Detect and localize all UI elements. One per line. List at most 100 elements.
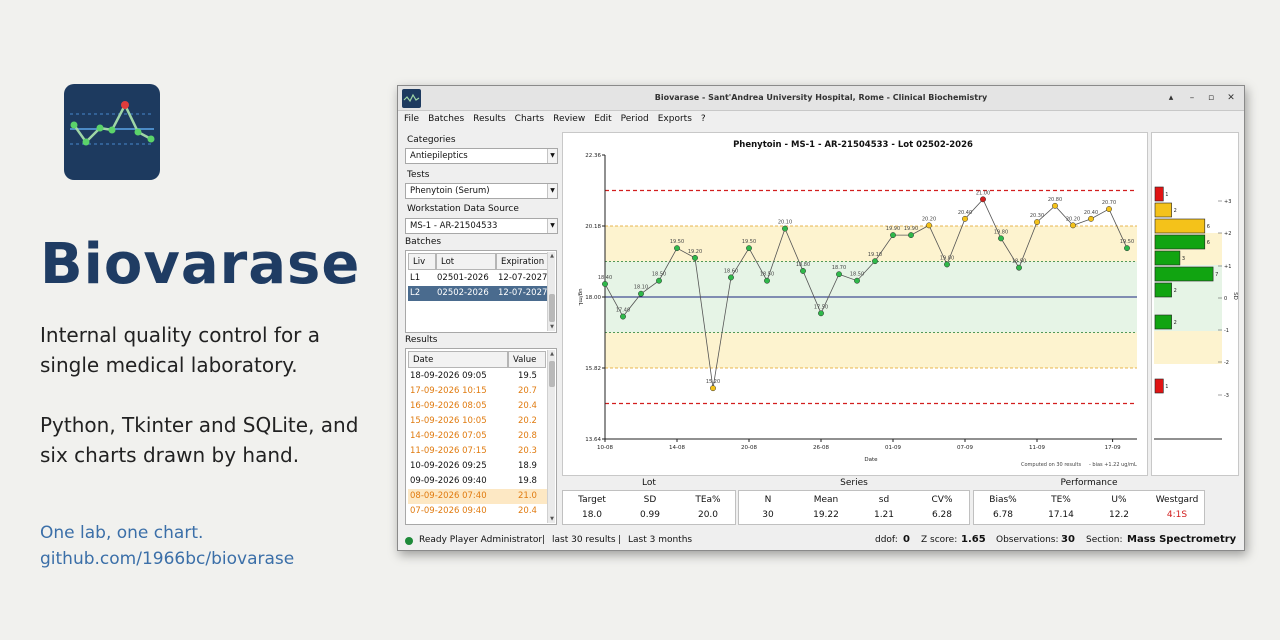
motto-block: One lab, one chart. github.com/1966bc/bi… [40, 520, 294, 572]
results-label: Results [405, 335, 438, 345]
stat-header: Westgard [1155, 495, 1199, 505]
y-tick-label: 13.64 [585, 437, 601, 443]
zscore-label: Z score: [921, 535, 958, 545]
title-bar: Biovarase - Sant'Andrea University Hospi… [398, 86, 1244, 111]
stat-header: Mean [813, 495, 839, 505]
data-point [1034, 219, 1040, 226]
menu-period[interactable]: Period [620, 114, 649, 124]
menu-batches[interactable]: Batches [428, 114, 465, 124]
repo-link[interactable]: github.com/1966bc/biovarase [40, 549, 295, 569]
menu-edit[interactable]: Edit [594, 114, 612, 124]
scroll-up-icon[interactable]: ▲ [550, 253, 554, 259]
scroll-down-icon[interactable]: ▼ [550, 516, 554, 522]
col-value[interactable]: Value [508, 351, 546, 368]
menu-exports[interactable]: Exports [657, 114, 692, 124]
menu-charts[interactable]: Charts [514, 114, 545, 124]
status-ok-icon [405, 537, 413, 545]
y-tick-label: 20.18 [585, 224, 601, 230]
batches-scrollbar[interactable]: ▲ ▼ [547, 252, 555, 331]
hist-count: 7 [1215, 272, 1218, 278]
menu-results[interactable]: Results [473, 114, 506, 124]
results-scrollbar[interactable]: ▲ ▼ [547, 350, 555, 523]
section-label: Section: [1086, 535, 1123, 545]
x-tick-label: 20-08 [741, 445, 757, 451]
result-row[interactable]: 14-09-2026 07:05 20.8 [408, 429, 548, 444]
result-row[interactable]: 08-09-2026 07:40 21.0 [408, 489, 548, 504]
stat-header: SD [643, 495, 657, 505]
scroll-up-icon[interactable]: ▲ [550, 351, 554, 357]
data-label: 20.30 [1030, 213, 1044, 219]
stat-header: TEa% [695, 495, 721, 505]
scroll-down-icon[interactable]: ▼ [550, 324, 554, 330]
col-date[interactable]: Date [408, 351, 508, 368]
menu-review[interactable]: Review [553, 114, 586, 124]
levey-jennings-svg: 22.36 20.18 18.00 15.82 13.64 10-08 14-08 20-08… [577, 140, 1137, 468]
data-point [998, 235, 1004, 242]
y-tick-label: 18.00 [585, 295, 601, 301]
data-point [764, 277, 770, 284]
hist-bar [1154, 202, 1172, 218]
result-row[interactable]: 09-09-2026 09:40 19.8 [408, 474, 548, 489]
hist-count: 6 [1207, 240, 1210, 246]
result-row[interactable]: 17-09-2026 10:15 20.7 [408, 384, 548, 399]
tests-combo[interactable]: Phenytoin (Serum) ▼ [405, 183, 558, 199]
result-date: 11-09-2026 07:15 [410, 446, 487, 456]
data-point [638, 290, 644, 297]
stat-value: 19.22 [813, 510, 839, 520]
batch-row-selected[interactable]: L2 02502-2026 12-07-2027 [408, 286, 548, 301]
result-date: 17-09-2026 10:15 [410, 386, 487, 396]
data-label: 18.60 [724, 268, 738, 274]
data-point [854, 277, 860, 284]
scroll-thumb[interactable] [549, 361, 555, 387]
data-label: 20.20 [1066, 216, 1080, 222]
hist-count: 2 [1174, 288, 1177, 294]
data-point [926, 222, 932, 229]
data-point [746, 245, 752, 252]
data-label: 21.00 [976, 190, 990, 196]
hist-bar [1154, 266, 1214, 282]
col-lot[interactable]: Lot [436, 253, 496, 270]
data-point [872, 258, 878, 265]
performance-group-title: Performance [1060, 478, 1118, 488]
batches-table: Liv Lot Expiration L1 02501-2026 12-07-2… [405, 250, 557, 333]
stat-value: 17.14 [1048, 510, 1074, 520]
result-date: 07-09-2026 09:40 [410, 506, 487, 516]
result-row[interactable]: 15-09-2026 10:05 20.2 [408, 414, 548, 429]
bias-note: - bias +1.22 ug/mL [1089, 462, 1137, 468]
observations-label: Observations: [996, 535, 1059, 545]
col-expiration[interactable]: Expiration [496, 253, 548, 270]
result-row[interactable]: 16-09-2026 08:05 20.4 [408, 399, 548, 414]
chevron-down-icon[interactable]: ▼ [547, 184, 557, 198]
scroll-thumb[interactable] [549, 294, 555, 322]
result-row[interactable]: 07-09-2026 09:40 20.4 [408, 504, 548, 519]
minimize-icon[interactable]: – [1189, 93, 1195, 103]
stat-header: TE% [1051, 495, 1071, 505]
categories-combo[interactable]: Antiepileptics ▼ [405, 148, 558, 164]
result-row[interactable]: 11-09-2026 07:15 20.3 [408, 444, 548, 459]
close-icon[interactable]: ✕ [1227, 93, 1235, 103]
menu-file[interactable]: File [404, 114, 420, 124]
status-user: Ready Player Administrator [419, 535, 543, 545]
result-date: 15-09-2026 10:05 [410, 416, 487, 426]
source-combo[interactable]: MS-1 - AR-21504533 ▼ [405, 218, 558, 234]
result-row[interactable]: 10-09-2026 09:25 18.9 [408, 459, 548, 474]
batch-row[interactable]: L1 02501-2026 12-07-2027 [408, 271, 548, 286]
sd-tick-label: 0 [1224, 296, 1227, 302]
maximize-icon[interactable]: ▫ [1207, 93, 1215, 103]
status-sep: | [618, 535, 622, 545]
data-label: 20.40 [958, 210, 972, 216]
series-line [604, 198, 1128, 389]
lot-group-title: Lot [642, 478, 656, 488]
col-liv[interactable]: Liv [408, 253, 436, 270]
chevron-down-icon[interactable]: ▼ [547, 149, 557, 163]
result-value: 20.7 [518, 386, 537, 396]
result-row[interactable]: 18-09-2026 09:05 19.5 [408, 369, 548, 384]
zscore-value: 1.65 [961, 534, 986, 545]
menu-help[interactable]: ? [700, 114, 706, 124]
shade-icon[interactable]: ▴ [1168, 93, 1174, 103]
levey-jennings-chart: 22.36 20.18 18.00 15.82 13.64 10-08 14-08 20-08… [562, 132, 1148, 476]
status-bar: Ready Player Administrator | last 30 res… [398, 530, 1244, 550]
chevron-down-icon[interactable]: ▼ [547, 219, 557, 233]
stat-value: 18.0 [581, 510, 603, 520]
data-label: 18.50 [652, 272, 666, 278]
